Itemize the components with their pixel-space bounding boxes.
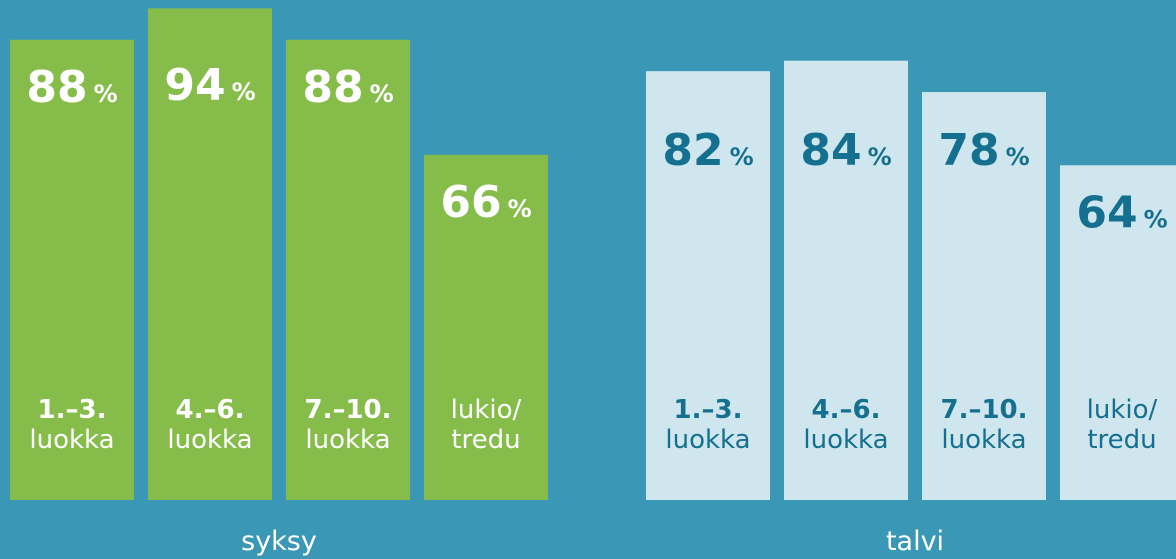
category-label: lukio/ [1087,395,1158,425]
category-label: 1.–3. [38,395,107,425]
category-label: luokka [29,425,114,455]
category-label: 7.–10. [304,395,391,425]
value-number: 94 [164,60,225,111]
category-label: luokka [941,425,1026,455]
category-label: 7.–10. [940,395,1027,425]
category-label: lukio/ [451,395,522,425]
group-label: talvi [886,526,944,557]
value-unit: % [1144,205,1168,233]
bar [922,92,1046,500]
value-label: 94% [164,60,255,111]
value-label: 82% [662,125,753,176]
bar [424,154,548,500]
value-label: 84% [800,125,891,176]
category-label: tredu [1087,425,1156,455]
value-number: 66 [440,177,501,228]
value-number: 78 [938,125,999,176]
group-label: syksy [241,526,317,557]
value-label: 66% [440,177,531,228]
value-unit: % [868,143,892,171]
category-label: 4.–6. [812,395,881,425]
bar [646,71,770,500]
value-label: 88% [302,62,393,113]
value-number: 88 [302,62,363,113]
category-label: tredu [451,425,520,455]
value-unit: % [94,80,118,108]
category-label: luokka [665,425,750,455]
value-label: 78% [938,125,1029,176]
category-label: 4.–6. [176,395,245,425]
value-number: 88 [26,62,87,113]
value-unit: % [730,143,754,171]
bar [286,39,410,500]
value-unit: % [1006,143,1030,171]
bar [784,60,908,501]
bar [1060,165,1176,500]
value-number: 64 [1076,187,1137,238]
value-unit: % [508,195,532,223]
value-unit: % [370,80,394,108]
value-number: 82 [662,125,723,176]
category-label: luokka [305,425,390,455]
value-number: 84 [800,125,861,176]
category-label: luokka [803,425,888,455]
value-label: 64% [1076,187,1167,238]
bar [148,8,272,500]
category-label: luokka [167,425,252,455]
category-label: 1.–3. [674,395,743,425]
value-unit: % [232,78,256,106]
bar [10,39,134,500]
value-label: 88% [26,62,117,113]
